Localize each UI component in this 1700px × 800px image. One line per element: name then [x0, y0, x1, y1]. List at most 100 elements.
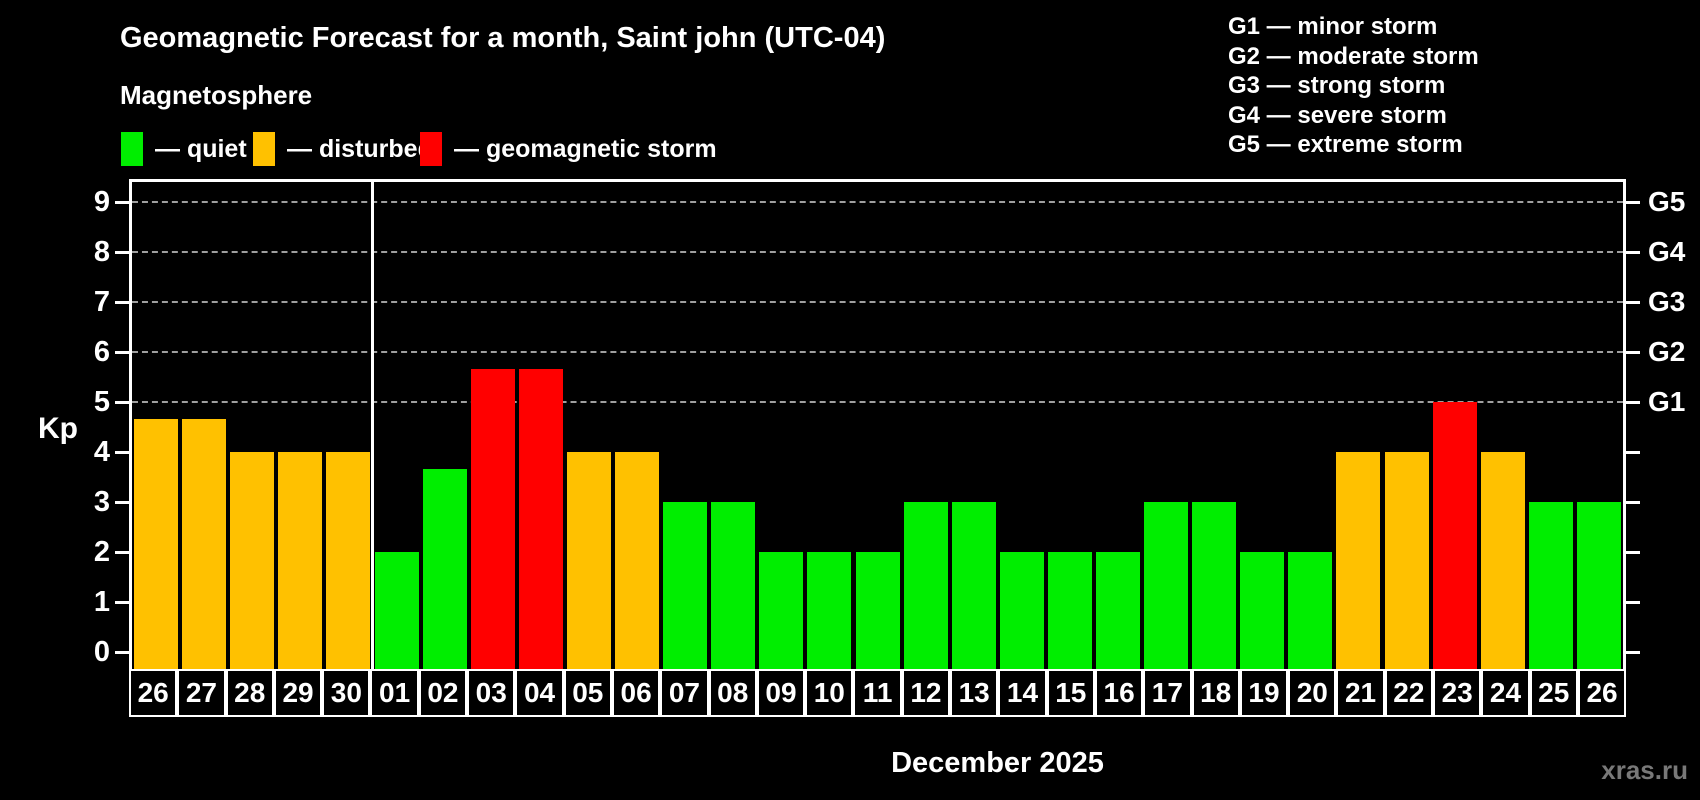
- kp-bar-day-07: [663, 502, 708, 669]
- magnetosphere-subtitle: Magnetosphere: [120, 80, 313, 110]
- day-cell-6-02: 02: [418, 669, 468, 717]
- left-tick-kp4: [115, 451, 129, 454]
- day-cell-28-24: 24: [1481, 669, 1530, 717]
- left-tick-kp3: [115, 501, 129, 504]
- left-tick-kp0: [115, 651, 129, 654]
- kp-bar-day-08: [711, 502, 756, 669]
- legend-item-quiet: — quiet: [121, 128, 247, 170]
- right-tick-kp2: [1626, 551, 1640, 554]
- kp-bar-chart: [129, 179, 1626, 669]
- quiet-color-swatch: [121, 132, 143, 166]
- legend-item-storm: — geomagnetic storm: [420, 128, 717, 170]
- gridline-kp7: [132, 301, 1623, 303]
- left-tick-kp2: [115, 551, 129, 554]
- day-cell-0-26: 26: [129, 669, 178, 717]
- day-cell-24-20: 20: [1288, 669, 1337, 717]
- day-cell-3-29: 29: [273, 669, 323, 717]
- month-year-label: December 2025: [891, 747, 1104, 779]
- day-cell-30-26: 26: [1577, 669, 1627, 717]
- kp-bar-day-30: [326, 452, 371, 669]
- day-cell-12-08: 08: [708, 669, 757, 717]
- kp-tick-label-6: 6: [93, 336, 110, 368]
- left-tick-kp6: [115, 351, 129, 354]
- kp-tick-label-1: 1: [93, 586, 110, 618]
- left-tick-kp5: [115, 401, 129, 404]
- storm-scale-line-g5: G5 — extreme storm: [1228, 131, 1463, 158]
- day-cell-8-04: 04: [515, 669, 564, 717]
- g-level-label-g1: G1: [1648, 386, 1686, 417]
- storm-scale-line-g2: G2 — moderate storm: [1228, 42, 1479, 70]
- day-cell-26-22: 22: [1384, 669, 1434, 717]
- day-cell-22-18: 18: [1191, 669, 1240, 717]
- right-tick-kp6: [1626, 351, 1640, 354]
- kp-bar-day-20: [1288, 552, 1333, 669]
- kp-bar-day-03: [470, 368, 515, 669]
- storm-color-swatch: [420, 132, 442, 166]
- day-cell-19-15: 15: [1046, 669, 1095, 717]
- g-level-label-g4: G4: [1648, 236, 1686, 267]
- storm-scale-line-g3: G3 — strong storm: [1228, 72, 1446, 99]
- day-cell-29-25: 25: [1529, 669, 1578, 717]
- kp-bar-day-14: [999, 552, 1044, 669]
- right-tick-kp9: [1626, 201, 1640, 204]
- kp-bar-day-04: [518, 368, 563, 669]
- left-tick-kp8: [115, 251, 129, 254]
- day-cell-27-23: 23: [1433, 669, 1482, 717]
- right-tick-kp4: [1626, 451, 1640, 454]
- right-tick-kp1: [1626, 601, 1640, 604]
- kp-axis-title: Kp: [38, 412, 78, 445]
- g-level-label-g2: G2: [1648, 336, 1686, 367]
- day-cell-15-11: 11: [853, 669, 902, 717]
- kp-tick-label-5: 5: [93, 386, 110, 418]
- kp-bar-day-18: [1192, 502, 1237, 669]
- gridline-kp5: [132, 401, 1623, 403]
- day-cell-14-10: 10: [805, 669, 854, 717]
- kp-bar-day-26: [1576, 502, 1621, 669]
- storm-scale-legend: G1 — minor storm G2 — moderate storm G3 — …: [1228, 12, 1479, 160]
- storm-scale-line-g1: G1 — minor storm: [1228, 13, 1438, 40]
- xras-watermark: xras.ru: [1601, 755, 1688, 785]
- legend-item-disturbed: — disturbed: [253, 128, 433, 170]
- day-cell-5-01: 01: [370, 669, 419, 717]
- kp-bar-day-15: [1047, 552, 1092, 669]
- left-tick-kp1: [115, 601, 129, 604]
- kp-bar-day-29: [278, 452, 323, 669]
- kp-tick-label-8: 8: [93, 236, 110, 268]
- right-tick-kp8: [1626, 251, 1640, 254]
- day-cell-20-16: 16: [1094, 669, 1144, 717]
- left-tick-kp7: [115, 301, 129, 304]
- kp-bar-day-24: [1480, 452, 1525, 669]
- kp-bar-day-13: [951, 502, 996, 669]
- legend-label-disturbed: — disturbed: [287, 134, 433, 163]
- kp-tick-label-3: 3: [93, 486, 110, 518]
- right-tick-kp0: [1626, 651, 1640, 654]
- day-cell-21-17: 17: [1143, 669, 1192, 717]
- day-cell-2-28: 28: [225, 669, 274, 717]
- kp-bar-day-26: [134, 418, 179, 669]
- day-cell-11-07: 07: [660, 669, 709, 717]
- kp-bar-day-23: [1432, 402, 1477, 669]
- right-tick-kp7: [1626, 301, 1640, 304]
- kp-tick-label-9: 9: [93, 186, 110, 218]
- kp-tick-label-0: 0: [93, 636, 110, 668]
- kp-bar-day-01: [374, 552, 419, 669]
- day-cell-23-19: 19: [1239, 669, 1289, 717]
- kp-bar-day-19: [1240, 552, 1285, 669]
- kp-bar-day-11: [855, 552, 900, 669]
- day-cell-13-09: 09: [756, 669, 806, 717]
- g-level-label-g3: G3: [1648, 286, 1686, 317]
- kp-bar-day-21: [1336, 452, 1381, 669]
- gridline-kp9: [132, 201, 1623, 203]
- day-cell-10-06: 06: [611, 669, 661, 717]
- legend-label-quiet: — quiet: [155, 134, 247, 163]
- kp-tick-label-2: 2: [93, 536, 110, 568]
- day-cell-7-03: 03: [467, 669, 516, 717]
- kp-tick-label-4: 4: [93, 436, 110, 468]
- kp-bar-day-27: [182, 418, 227, 669]
- month-boundary-line: [370, 182, 374, 669]
- kp-bar-day-12: [903, 502, 948, 669]
- right-tick-kp3: [1626, 501, 1640, 504]
- right-tick-kp5: [1626, 401, 1640, 404]
- day-cell-16-12: 12: [901, 669, 951, 717]
